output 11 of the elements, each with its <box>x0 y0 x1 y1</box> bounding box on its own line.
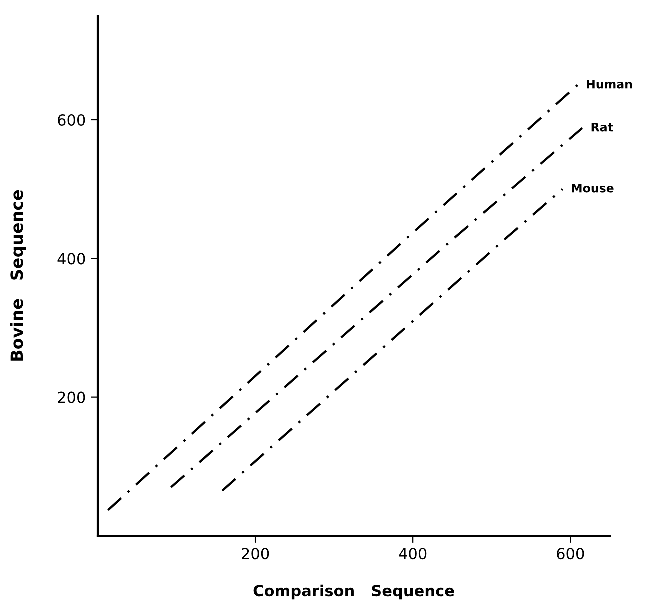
y-tick-label: 400 <box>58 253 86 265</box>
x-axis-title: Comparison Sequence <box>254 584 454 600</box>
x-tick-label: 600 <box>557 548 584 560</box>
series-label: Human <box>587 80 632 89</box>
x-tick-label: 400 <box>399 548 427 560</box>
x-tick-label: 200 <box>242 548 270 560</box>
y-tick-label: 600 <box>58 114 86 126</box>
series-label: Mouse <box>572 184 614 193</box>
y-tick-label: 200 <box>58 392 86 404</box>
y-axis-title: Bovine Sequence <box>10 190 26 361</box>
series-label: Rat <box>592 122 614 132</box>
